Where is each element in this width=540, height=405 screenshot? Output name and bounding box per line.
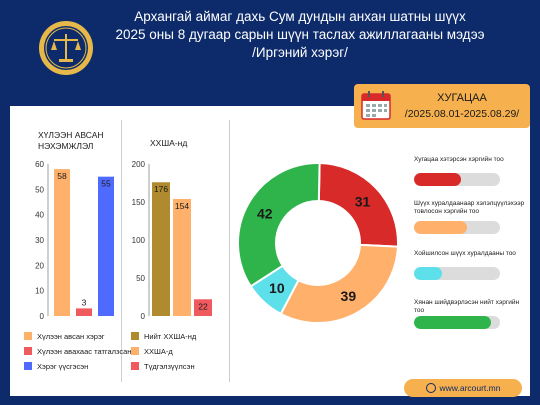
legend-refused: Хүлээн авахаас татгалзсан [24,347,131,357]
website-link[interactable]: www.arcourt.mn [404,379,522,397]
legend-swatch [24,347,32,355]
progress-label-scheduled: Шүүх хуралдаанаар хэлэлцүүлэхээр товлосо… [414,200,525,215]
legend-label: Хүлээн авахаас татгалзсан [37,347,132,356]
deadline-title: ХУГАЦАА [437,92,487,104]
deadline-range: /2025.08.01-2025.08.29/ [404,108,520,120]
legend-suspended: Түдгэлзүүлсэн [131,362,195,372]
court-seal-logo [38,20,94,76]
divider-1 [121,120,122,382]
divider-2 [229,120,230,382]
globe-icon [425,383,436,393]
progress-fill-postponed [414,267,442,280]
legend-label: Түдгэлзүүлсэн [144,362,195,371]
deadline-badge: ХУГАЦАА /2025.08.01-2025.08.29/ [354,84,530,128]
progress-fill-overdue [414,173,462,186]
chart1-title-line2: НЭХЭМЖЛЭЛ [38,141,94,151]
title-line-2: 2025 оны 8 дугаар сарын шүүн таслах ажил… [115,27,485,42]
report-title: Архангай аймаг дахь Сум дундын анхан шат… [100,8,500,62]
progress-label-overdue: Хугацаа хэтэрсэн хэргийн тоо [414,156,504,163]
website-url: www.arcourt.mn [439,383,501,393]
progress-track-postponed [414,267,500,280]
legend-swatch [131,362,139,370]
progress-track-scheduled [414,221,500,234]
progress-fill-resolved [414,316,492,329]
legend-in-progress: ХХША-д [131,347,173,357]
title-line-3: /Иргэний хэрэг/ [252,45,348,60]
progress-fill-scheduled [414,221,468,234]
legend-received: Хүлээн авсан хэрэг [24,332,105,342]
progress-track-resolved [414,316,500,329]
chart2-title: ХХША-нд [150,138,188,148]
legend-label: Хэрэг үүсгэсэн [37,362,89,371]
legend-swatch [131,347,139,355]
legend-label: ХХША-д [144,347,173,356]
legend-swatch [131,332,139,340]
legend-swatch [24,362,32,370]
legend-label: Нийт ХХША-нд [144,332,197,341]
chart1-title: ХҮЛЭЭН АВСАН НЭХЭМЖЛЭЛ [38,130,104,152]
chart1-title-line1: ХҮЛЭЭН АВСАН [38,130,104,140]
legend-swatch [24,332,32,340]
legend-label: Хүлээн авсан хэрэг [37,332,105,341]
title-line-1: Архангай аймаг дахь Сум дундын анхан шат… [134,9,466,24]
progress-label-postponed: Хойшилсон шүүх хуралдааны тоо [414,250,516,257]
progress-label-resolved: Хянан шийдвэрлэсэн нийт хэргийн тоо [414,299,520,314]
legend-created: Хэрэг үүсгэсэн [24,362,88,372]
legend-total: Нийт ХХША-нд [131,332,196,342]
calendar-icon [360,89,392,121]
progress-track-overdue [414,173,500,186]
